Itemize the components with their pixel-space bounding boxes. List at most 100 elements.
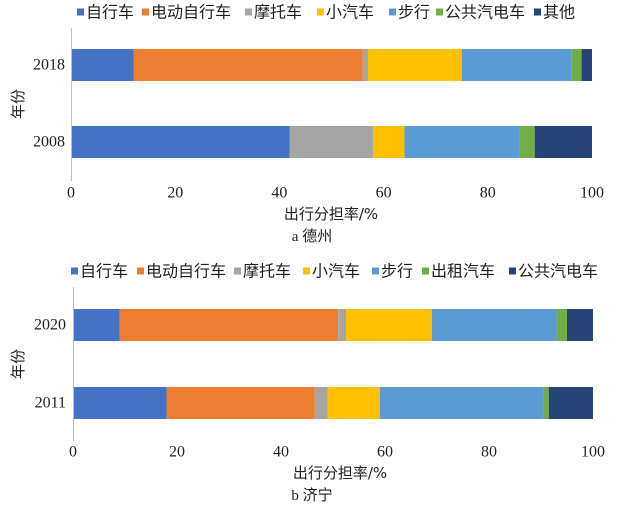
bar-segment-2020-car: [346, 309, 432, 341]
bar-segment-2011-car: [327, 387, 380, 419]
x-tick-label-80: 80: [481, 444, 497, 461]
x-tick-label-60: 60: [376, 185, 392, 202]
x-tick-label-40: 40: [273, 444, 289, 461]
chart-jining: 自行车 电动自行车 摩托车 小汽车 步行 出租汽车 公共汽电车 2020 2011 年份 0 20 40…: [9, 262, 605, 505]
bar-2020: [73, 309, 593, 341]
legend-swatch-e-bike: [137, 267, 144, 275]
x-axis-title: 出行分担率/%: [284, 205, 378, 223]
bar-segment-2018-walking: [461, 49, 572, 81]
legend-item-motorcycle: 摩托车: [245, 3, 302, 22]
bar-segment-2020-bus: [567, 309, 593, 341]
bar-segment-2008-bicycle: [71, 126, 290, 158]
bar-segment-2011-motorcycle: [314, 387, 328, 419]
legend-item-bicycle: 自行车: [77, 3, 134, 22]
chart-caption: a 德州: [292, 227, 332, 245]
legend-label-bus: 公共汽电车: [518, 262, 598, 281]
legend-label-e-bike: 电动自行车: [151, 3, 231, 22]
chart-dezhou: 自行车 电动自行车 摩托车 小汽车 步行 公共汽电车 其他 2018 2008 年份 0 20 40 60…: [9, 3, 604, 246]
bar-segment-2008-car: [373, 126, 405, 158]
legend-item-bus: 公共汽电车: [436, 3, 525, 22]
x-tick-label-0: 0: [69, 444, 77, 461]
bar-2008: [71, 126, 592, 158]
legend: 自行车 电动自行车 摩托车 小汽车 步行 公共汽电车 其他: [77, 3, 575, 22]
bar-segment-2008-walking: [404, 126, 520, 158]
bar-segment-2018-e-bike: [133, 49, 363, 81]
legend-swatch-motorcycle: [245, 8, 252, 16]
legend-swatch-motorcycle: [234, 267, 241, 275]
legend-label-walking: 步行: [398, 3, 430, 22]
bar-segment-2011-taxi: [543, 387, 549, 419]
chart-caption: b 济宁: [291, 487, 332, 504]
bars: [73, 309, 593, 419]
bar-segment-2018-bus: [571, 49, 582, 81]
legend-swatch-e-bike: [142, 8, 149, 16]
legend-swatch-other: [534, 8, 541, 16]
legend-swatch-car: [317, 8, 324, 16]
legend-swatch-walking: [389, 8, 396, 16]
legend-label-walking: 步行: [381, 262, 413, 281]
bar-segment-2020-motorcycle: [338, 309, 346, 341]
bar-2011: [73, 387, 593, 419]
y-tick-label-2011: 2011: [35, 395, 66, 412]
bar-segment-2011-bus: [548, 387, 593, 419]
bar-segment-2011-bicycle: [73, 387, 167, 419]
legend-item-bicycle: 自行车: [71, 262, 128, 281]
bar-segment-2018-motorcycle: [362, 49, 368, 81]
legend-item-car: 小汽车: [317, 3, 374, 22]
bar-segment-2020-walking: [431, 309, 557, 341]
bar-segment-2020-e-bike: [119, 309, 339, 341]
legend-item-e-bike: 电动自行车: [142, 3, 231, 22]
legend-swatch-bicycle: [71, 267, 78, 275]
legend-item-bus: 公共汽电车: [509, 262, 598, 281]
legend-item-taxi: 出租汽车: [422, 262, 495, 281]
legend-label-bus: 公共汽电车: [445, 3, 525, 22]
legend-item-e-bike: 电动自行车: [137, 262, 226, 281]
y-tick-label-2008: 2008: [33, 134, 65, 151]
y-tick-label-2020: 2020: [34, 317, 66, 334]
legend-label-taxi: 出租汽车: [431, 262, 495, 281]
bars: [71, 49, 592, 158]
y-axis-title: 年份: [9, 89, 27, 119]
legend-swatch-bicycle: [77, 8, 84, 16]
bar-segment-2011-walking: [379, 387, 544, 419]
legend-item-walking: 步行: [389, 3, 430, 22]
bar-segment-2018-bicycle: [71, 49, 134, 81]
bar-segment-2020-taxi: [556, 309, 567, 341]
bar-segment-2018-other: [581, 49, 592, 81]
legend-label-motorcycle: 摩托车: [254, 3, 302, 22]
x-tick-label-20: 20: [167, 185, 183, 202]
legend-swatch-car: [303, 267, 310, 275]
legend-label-bicycle: 自行车: [86, 3, 134, 22]
legend-label-other: 其他: [543, 3, 575, 22]
legend-item-car: 小汽车: [303, 262, 360, 281]
x-tick-label-100: 100: [581, 444, 605, 461]
legend-swatch-walking: [372, 267, 379, 275]
bar-segment-2020-bicycle: [73, 309, 120, 341]
legend-label-motorcycle: 摩托车: [243, 262, 291, 281]
y-tick-label-2018: 2018: [33, 57, 65, 74]
x-tick-label-0: 0: [67, 185, 75, 202]
bar-segment-2008-bus: [519, 126, 535, 158]
legend-item-other: 其他: [534, 3, 575, 22]
bar-segment-2018-car: [367, 49, 462, 81]
bar-segment-2011-e-bike: [166, 387, 315, 419]
bar-2018: [71, 49, 592, 81]
legend-swatch-taxi: [422, 267, 429, 275]
y-axis-title: 年份: [9, 349, 27, 379]
bar-segment-2008-other: [534, 126, 592, 158]
bar-segment-2008-motorcycle: [289, 126, 374, 158]
x-tick-label-40: 40: [271, 185, 287, 202]
legend-item-walking: 步行: [372, 262, 413, 281]
legend: 自行车 电动自行车 摩托车 小汽车 步行 出租汽车 公共汽电车: [71, 262, 598, 281]
legend-label-e-bike: 电动自行车: [146, 262, 226, 281]
legend-label-car: 小汽车: [326, 3, 374, 22]
x-tick-label-20: 20: [169, 444, 185, 461]
x-tick-label-80: 80: [480, 185, 496, 202]
legend-label-car: 小汽车: [312, 262, 360, 281]
legend-swatch-bus: [436, 8, 443, 16]
x-tick-label-60: 60: [377, 444, 393, 461]
legend-swatch-bus: [509, 267, 516, 275]
legend-item-motorcycle: 摩托车: [234, 262, 291, 281]
legend-label-bicycle: 自行车: [80, 262, 128, 281]
